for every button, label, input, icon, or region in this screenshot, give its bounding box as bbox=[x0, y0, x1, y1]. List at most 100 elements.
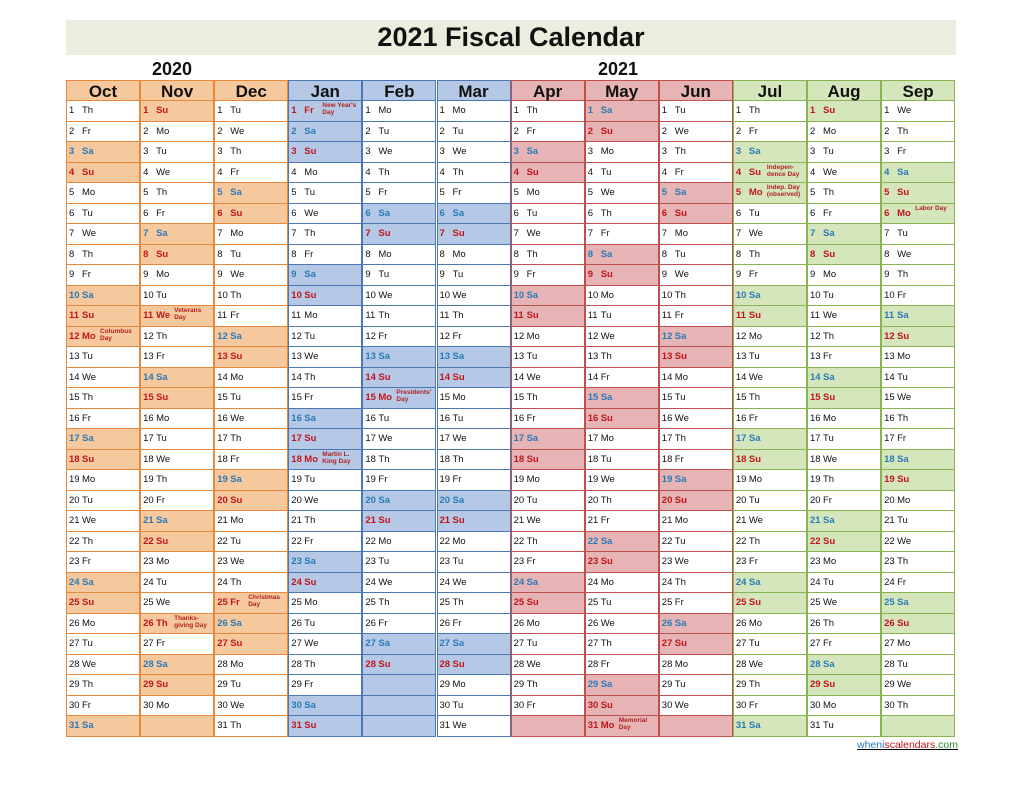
day-cell: 3 Su bbox=[288, 142, 363, 163]
weekday-label: Sa bbox=[748, 146, 761, 157]
day-cell: 23 Fr bbox=[66, 552, 140, 573]
day-number: 20 bbox=[217, 494, 228, 506]
day-number: 23 bbox=[587, 556, 599, 567]
day-number: 31 bbox=[439, 720, 451, 731]
day-number: 10 bbox=[439, 289, 451, 301]
weekday-label: Su bbox=[156, 679, 169, 690]
day-cell: 5 Sa bbox=[658, 183, 733, 204]
day-number: 19 bbox=[439, 474, 451, 485]
day-cell: 17 Tu bbox=[140, 429, 215, 450]
day-number: 23 bbox=[217, 556, 228, 567]
day-number: 25 bbox=[735, 597, 747, 608]
weekday-label: Su bbox=[452, 371, 465, 383]
day-number: 17 bbox=[365, 433, 376, 444]
day-cell: 9 We bbox=[658, 265, 733, 286]
day-number: 31 bbox=[735, 720, 747, 731]
day-number: 3 bbox=[587, 146, 593, 157]
weekday-label: Fr bbox=[897, 433, 907, 444]
day-number: 1 bbox=[143, 105, 149, 116]
weekday-label: Fr bbox=[156, 207, 166, 219]
weekday-label: Su bbox=[674, 207, 687, 219]
weekday-label: Th bbox=[674, 576, 686, 588]
day-cell: 17 We bbox=[436, 429, 511, 450]
day-number: 13 bbox=[661, 351, 673, 362]
day-cell: 20 Sa bbox=[436, 490, 511, 511]
day-cell: 21 We bbox=[66, 511, 140, 532]
day-cell: 20 Tu bbox=[510, 490, 585, 511]
day-cell: 14 We bbox=[66, 367, 140, 388]
weekday-label: Su bbox=[378, 515, 391, 526]
day-number: 11 bbox=[587, 310, 598, 321]
weekday-label: Mo bbox=[600, 576, 614, 588]
day-cell: 4 We bbox=[140, 162, 215, 183]
day-number: 18 bbox=[143, 453, 154, 465]
day-number: 5 bbox=[291, 187, 297, 198]
weekday-label: Su bbox=[230, 351, 243, 362]
day-cell: 14 Su bbox=[362, 367, 437, 388]
weekday-label: Tu bbox=[304, 617, 316, 629]
weekday-label: Su bbox=[452, 658, 465, 670]
day-cell: 23 We bbox=[658, 552, 733, 573]
day-cell: 29 Sa bbox=[584, 675, 659, 696]
weekday-label: Su bbox=[378, 371, 391, 383]
day-number: 10 bbox=[661, 289, 673, 301]
day-number: 14 bbox=[217, 371, 228, 383]
day-cell: 3 Tu bbox=[807, 142, 881, 163]
day-number: 8 bbox=[810, 248, 816, 260]
day-cell: 21 Mo bbox=[214, 511, 289, 532]
weekday-label: Su bbox=[897, 474, 910, 485]
day-cell: 27 Sa bbox=[362, 634, 437, 655]
weekday-label: We bbox=[526, 658, 541, 670]
weekday-label: Fr bbox=[823, 207, 832, 219]
weekday-label: Mo bbox=[897, 351, 911, 362]
day-number: 28 bbox=[439, 658, 451, 670]
weekday-label: Th bbox=[526, 679, 538, 690]
day-number: 4 bbox=[143, 166, 149, 178]
day-cell: 22 Th bbox=[732, 531, 807, 552]
day-cell: 8 Th bbox=[66, 244, 140, 265]
day-cell bbox=[362, 716, 437, 737]
weekday-label: Tu bbox=[526, 494, 538, 506]
weekday-label: Su bbox=[600, 125, 613, 137]
day-cell: 19 We bbox=[584, 470, 659, 491]
day-cell: 29 Su bbox=[807, 675, 881, 696]
day-cell: 15 Mo bbox=[436, 388, 511, 409]
day-cell: 14 Sa bbox=[140, 367, 215, 388]
day-cell: 2 Fr bbox=[510, 121, 585, 142]
day-number: 10 bbox=[69, 289, 80, 301]
weekday-label: Fr bbox=[674, 453, 684, 465]
day-number: 1 bbox=[735, 105, 742, 116]
weekday-label: Sa bbox=[230, 187, 242, 198]
weekday-label: Th bbox=[82, 248, 94, 260]
day-number: 20 bbox=[69, 494, 80, 506]
day-number: 21 bbox=[143, 515, 154, 526]
weekday-label: Fr bbox=[600, 658, 610, 670]
day-number: 9 bbox=[217, 269, 223, 280]
weekday-label: Su bbox=[230, 207, 243, 219]
day-cell: 4 Fr bbox=[214, 162, 289, 183]
weekday-label: Su bbox=[823, 105, 836, 116]
day-number: 18 bbox=[884, 453, 895, 465]
weekday-label: Mo bbox=[823, 125, 837, 137]
day-cell: 24 Sa bbox=[732, 572, 807, 593]
weekday-label: Sa bbox=[897, 597, 909, 608]
day-cell: 7 We bbox=[732, 224, 807, 245]
day-cell: 13 Su bbox=[214, 347, 289, 368]
day-number: 11 bbox=[735, 310, 746, 321]
weekday-label: Mo bbox=[897, 638, 911, 649]
day-cell: 17 Mo bbox=[584, 429, 659, 450]
day-number: 13 bbox=[365, 351, 376, 362]
day-number: 13 bbox=[884, 351, 895, 362]
day-cell: 18 Su bbox=[732, 449, 807, 470]
source-link[interactable]: wheniscalendars.com bbox=[857, 739, 958, 751]
day-number: 23 bbox=[69, 556, 80, 567]
day-number: 27 bbox=[69, 638, 80, 649]
day-number: 1 bbox=[661, 105, 668, 116]
day-number: 26 bbox=[365, 617, 376, 629]
day-number: 15 bbox=[439, 392, 451, 403]
weekday-label: Su bbox=[156, 105, 169, 116]
day-number: 29 bbox=[69, 679, 80, 690]
day-number: 29 bbox=[217, 679, 228, 690]
day-cell: 17 Fr bbox=[881, 429, 956, 450]
day-number: 7 bbox=[291, 228, 297, 239]
